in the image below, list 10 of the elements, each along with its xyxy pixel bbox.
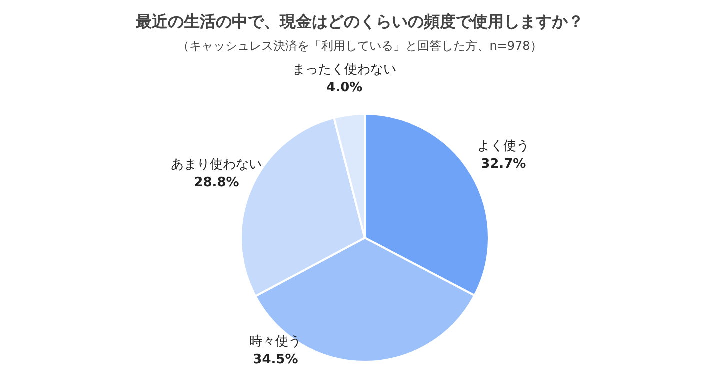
slice-label: よく使う (478, 139, 530, 154)
data-label: 32.7% (481, 157, 526, 172)
slice-label: まったく使わない (292, 62, 397, 78)
slice-label: 時々使う (250, 334, 302, 350)
data-label: 28.8% (194, 176, 240, 191)
data-label: 34.5% (253, 352, 298, 368)
slice-label: あまり使わない (171, 158, 262, 173)
chart-subtitle: （キャッシュレス決済を「利用している」と回答した方、n=978） (176, 38, 544, 55)
data-label: 4.0% (326, 80, 363, 96)
chart-title: 最近の生活の中で、現金はどのくらいの頻度で使用しますか？ (135, 12, 585, 33)
